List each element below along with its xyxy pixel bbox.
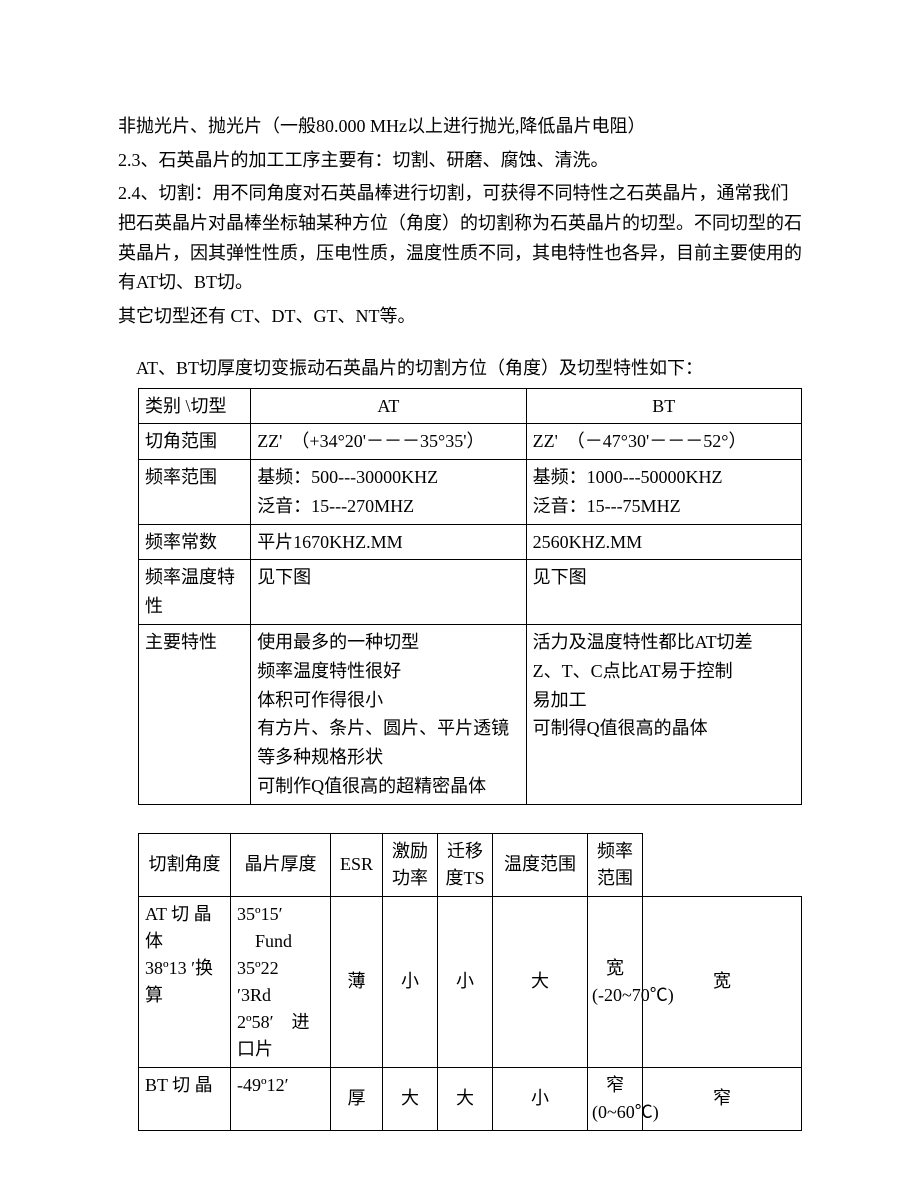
cell-bt-thick: -49º12′ xyxy=(231,1067,331,1130)
cell-h-power: 激励功率 xyxy=(383,833,438,896)
cell-at-ts: 小 xyxy=(438,896,493,1067)
cell-h-freq: 频率范围 xyxy=(588,833,643,896)
cell-at: ZZ' （+34°20'－－－35°35'） xyxy=(251,424,526,460)
cell-at-esr: 薄 xyxy=(331,896,383,1067)
cut-type-table-wrap: 类别 \切型 AT BT 切角范围 ZZ' （+34°20'－－－35°35'）… xyxy=(138,388,802,805)
cell-header-bt: BT xyxy=(526,388,801,424)
cell-at: 基频：500---30000KHZ泛音：15---270MHZ xyxy=(251,460,526,525)
cell-bt-temp: 窄(0~60℃) xyxy=(588,1067,643,1130)
para-3: 2.4、切割：用不同角度对石英晶棒进行切割，可获得不同特性之石英晶片，通常我们把… xyxy=(118,179,802,298)
table-row: 频率常数 平片1670KHZ.MM 2560KHZ.MM xyxy=(139,524,802,560)
cell-bt-power: 大 xyxy=(383,1067,438,1130)
para-1: 非抛光片、抛光片（一般80.000 MHz以上进行抛光,降低晶片电阻） xyxy=(118,112,802,142)
cut-angle-table-wrap: 切割角度 晶片厚度 ESR 激励功率 迁移度TS 温度范围 频率范围 AT 切 … xyxy=(138,833,802,1131)
cell-at-power: 小 xyxy=(383,896,438,1067)
cell-at-temp: 宽(-20~70℃) xyxy=(588,896,643,1067)
cell-label: 频率温度特性 xyxy=(139,560,251,625)
table-row: AT 切 晶体38º13 ′换算 35º15′ Fund35º22 ′3Rd2º… xyxy=(139,896,802,1067)
table-row: 频率范围 基频：500---30000KHZ泛音：15---270MHZ 基频：… xyxy=(139,460,802,525)
cell-label: 频率范围 xyxy=(139,460,251,525)
table-row: BT 切 晶 -49º12′ 厚 大 大 小 窄(0~60℃) 窄 xyxy=(139,1067,802,1130)
cell-bt-migr: 小 xyxy=(493,1067,588,1130)
cell-bt-ts: 大 xyxy=(438,1067,493,1130)
cell-at: 见下图 xyxy=(251,560,526,625)
cell-header-category: 类别 \切型 xyxy=(139,388,251,424)
cell-at-migr: 大 xyxy=(493,896,588,1067)
cell-h-esr: ESR xyxy=(331,833,383,896)
cell-header-at: AT xyxy=(251,388,526,424)
cell-h-ts: 迁移度TS xyxy=(438,833,493,896)
cell-bt: 2560KHZ.MM xyxy=(526,524,801,560)
cell-bt: 活力及温度特性都比AT切差Z、T、C点比AT易于控制易加工可制得Q值很高的晶体 xyxy=(526,625,801,805)
cell-h-angle: 切割角度 xyxy=(139,833,231,896)
cell-h-temp: 温度范围 xyxy=(493,833,588,896)
cell-label: 主要特性 xyxy=(139,625,251,805)
cell-bt-freq: 窄 xyxy=(643,1067,802,1130)
cell-bt: 见下图 xyxy=(526,560,801,625)
cell-bt: 基频：1000---50000KHZ泛音：15---75MHZ xyxy=(526,460,801,525)
para-4: 其它切型还有 CT、DT、GT、NT等。 xyxy=(118,302,802,332)
cell-at-freq: 宽 xyxy=(643,896,802,1067)
table-row: 切角范围 ZZ' （+34°20'－－－35°35'） ZZ' （－47°30'… xyxy=(139,424,802,460)
cell-bt: ZZ' （－47°30'－－－52°） xyxy=(526,424,801,460)
cell-at-angle: AT 切 晶体38º13 ′换算 xyxy=(139,896,231,1067)
cell-at: 平片1670KHZ.MM xyxy=(251,524,526,560)
cell-bt-angle: BT 切 晶 xyxy=(139,1067,231,1130)
page-container: 非抛光片、抛光片（一般80.000 MHz以上进行抛光,降低晶片电阻） 2.3、… xyxy=(0,0,920,1191)
para-2: 2.3、石英晶片的加工工序主要有：切割、研磨、腐蚀、清洗。 xyxy=(118,146,802,176)
cell-h-thick: 晶片厚度 xyxy=(231,833,331,896)
cut-angle-table: 切割角度 晶片厚度 ESR 激励功率 迁移度TS 温度范围 频率范围 AT 切 … xyxy=(138,833,802,1131)
cell-label: 切角范围 xyxy=(139,424,251,460)
cell-at: 使用最多的一种切型频率温度特性很好体积可作得很小有方片、条片、圆片、平片透镜等多… xyxy=(251,625,526,805)
table-row: 切割角度 晶片厚度 ESR 激励功率 迁移度TS 温度范围 频率范围 xyxy=(139,833,802,896)
table-row: 频率温度特性 见下图 见下图 xyxy=(139,560,802,625)
table-row: 类别 \切型 AT BT xyxy=(139,388,802,424)
para-intro: AT、BT切厚度切变振动石英晶片的切割方位（角度）及切型特性如下： xyxy=(100,354,802,384)
cell-at-thick: 35º15′ Fund35º22 ′3Rd2º58′ 进口片 xyxy=(231,896,331,1067)
cut-type-table: 类别 \切型 AT BT 切角范围 ZZ' （+34°20'－－－35°35'）… xyxy=(138,388,802,805)
cell-label: 频率常数 xyxy=(139,524,251,560)
cell-bt-esr: 厚 xyxy=(331,1067,383,1130)
table-row: 主要特性 使用最多的一种切型频率温度特性很好体积可作得很小有方片、条片、圆片、平… xyxy=(139,625,802,805)
